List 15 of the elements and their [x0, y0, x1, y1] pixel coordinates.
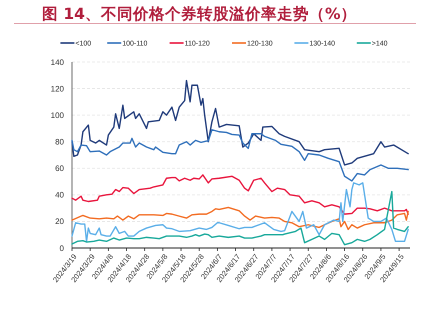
y-tick-label: 80	[55, 138, 65, 147]
line-series	[71, 206, 409, 230]
line-series	[71, 129, 409, 182]
chart-title: 图 14、不同价格个券转股溢价率走势（%）	[42, 5, 356, 23]
y-tick-label: 140	[50, 58, 65, 67]
y-tick-label: 20	[55, 217, 65, 226]
y-tick-label: 120	[50, 84, 65, 94]
line-series	[71, 190, 409, 246]
y-tick-label: 40	[55, 190, 65, 200]
y-tick-label: 100	[50, 110, 65, 120]
line-series	[71, 174, 409, 215]
y-tick-label: 0	[60, 244, 65, 253]
y-tick-label: 60	[55, 164, 65, 174]
line-series	[71, 182, 409, 242]
line-series	[71, 80, 409, 166]
